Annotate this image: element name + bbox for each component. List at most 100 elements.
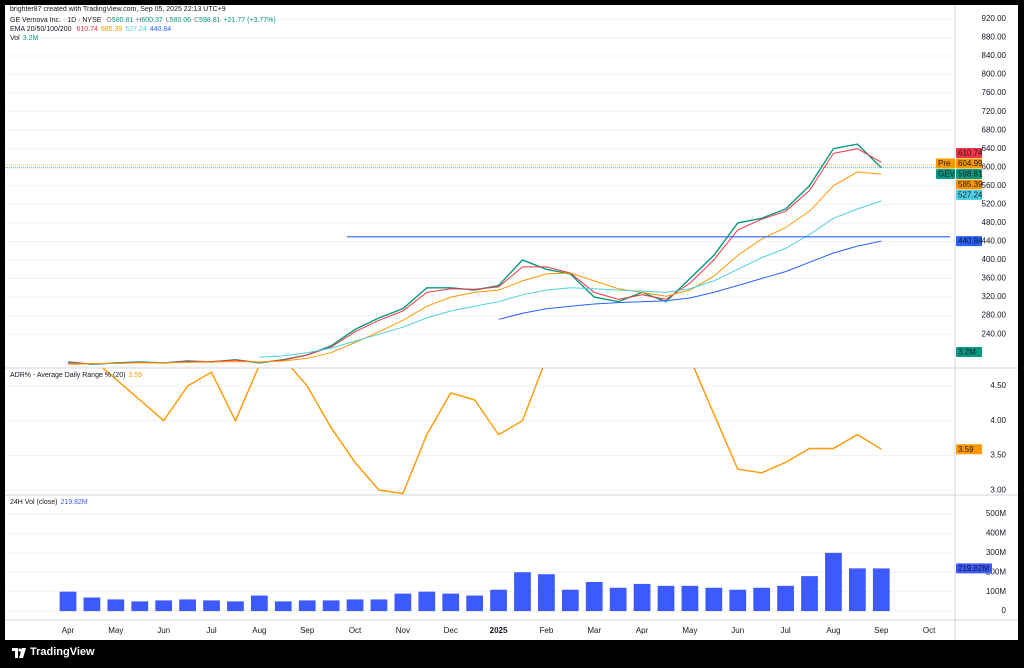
y-tick-label: 320.00 [982, 292, 1007, 301]
y-tick-label: 880.00 [982, 33, 1007, 42]
x-tick-label: Nov [396, 626, 410, 635]
volume-bar [753, 587, 771, 612]
vol-badge-bg [956, 347, 982, 357]
price-badge: 585.39 [958, 180, 983, 189]
ema-label: EMA 20/50/100/200 [10, 26, 72, 33]
pane [5, 18, 955, 366]
y-tick-label: 100M [986, 587, 1006, 596]
volume-bar [609, 587, 627, 612]
y-tick-label: 480.00 [982, 218, 1007, 227]
price-badge-bg [956, 179, 982, 190]
volume-bar [490, 589, 507, 612]
y-tick-label: 440.00 [982, 237, 1007, 246]
volume-bar [418, 591, 436, 612]
y-tick-label: 240.00 [982, 329, 1007, 338]
badge-tag: GEV [938, 170, 956, 179]
price-badge-bg [956, 158, 982, 169]
ema-legend: EMA 20/50/100/200 610.74 585.39 527.24 440.… [10, 26, 174, 33]
y-tick-label: 920.00 [982, 14, 1007, 23]
volume-bar [801, 576, 818, 612]
x-tick-label: Oct [923, 626, 936, 635]
y-tick-label: 760.00 [982, 88, 1007, 97]
volume-bar [394, 593, 412, 612]
volume-bar [83, 597, 101, 612]
x-tick-label: Jul [206, 626, 216, 635]
volume-bar [729, 589, 747, 612]
y-tick-label: 300M [986, 548, 1006, 557]
y-tick-label: 4.00 [990, 416, 1006, 425]
volume-bar [681, 585, 699, 612]
logo: TradingView [30, 646, 95, 658]
ohlc-label: L [165, 17, 170, 24]
y-tick-label: 400.00 [982, 255, 1007, 264]
x-tick-label: Sep [300, 626, 315, 635]
vol-legend: Vol 3.2M [10, 35, 41, 42]
price-badge: 610.74 [958, 149, 983, 158]
volume-bar [538, 574, 555, 612]
price-badge-bg [956, 236, 982, 247]
volume-bar [298, 600, 316, 612]
ohlc-value: 580.81 [111, 17, 134, 24]
indicator-line [67, 148, 882, 365]
adr-value: 3.59 [128, 372, 143, 379]
badge-tag-bg [936, 169, 955, 180]
y-tick-label: 560.00 [982, 181, 1007, 190]
adr-legend: ADR% - Average Daily Range % (20) 3.59 [10, 372, 145, 379]
vol-value: 3.2M [22, 35, 39, 42]
volume-bar [442, 593, 460, 612]
volume-bar [370, 599, 388, 612]
x-tick-label: Apr [62, 626, 75, 635]
price-badge: 598.81 [958, 170, 983, 179]
volume-bar [633, 583, 651, 612]
ohlc-label: H [136, 17, 142, 24]
x-tick-label: Jun [731, 626, 744, 635]
ohlc-label: C [194, 17, 200, 24]
volume-bar [322, 600, 340, 612]
volume-bar [274, 601, 292, 612]
indicator-line [67, 171, 882, 365]
volume-bar [179, 599, 196, 612]
y-tick-label: 500M [986, 509, 1006, 518]
price-badge: 440.84 [958, 237, 983, 246]
volume-bar [227, 601, 244, 612]
adr-badge: 3.59 [958, 445, 974, 454]
x-tick-label: Aug [252, 626, 266, 635]
price-badge: 527.24 [958, 191, 983, 200]
x-tick-label: Sep [874, 626, 889, 635]
badge-tag-bg [936, 158, 955, 169]
volume-bar [131, 601, 149, 612]
volume-bar [250, 595, 268, 612]
x-tick-label: Mar [587, 626, 601, 635]
volume-bar [585, 581, 603, 612]
volume-value: 219.82M [60, 499, 88, 506]
indicator-line [498, 240, 882, 320]
y-tick-label: 640.00 [982, 144, 1007, 153]
y-tick-label: 720.00 [982, 107, 1007, 116]
volume-bar [561, 589, 579, 612]
volume-bar [777, 585, 794, 612]
ohlc-label: O [106, 17, 112, 24]
volume-legend: 24H Vol (close) 219.82M [10, 499, 91, 506]
volume-title: 24H Vol (close) [10, 499, 58, 506]
y-tick-label: 680.00 [982, 125, 1007, 134]
x-tick-label: May [682, 626, 697, 635]
x-tick-label: Oct [349, 626, 362, 635]
x-tick-label: Dec [444, 626, 458, 635]
x-tick-label: Jun [157, 626, 170, 635]
y-tick-label: 600.00 [982, 162, 1007, 171]
symbol-legend: GE Vernova Inc. · 1D · NYSE O580.81 H600.… [10, 17, 279, 24]
volume-bar [203, 600, 220, 612]
logo-mark [12, 648, 26, 658]
x-tick-label: Apr [636, 626, 649, 635]
vol-badge: 3.2M [958, 348, 976, 357]
indicator-line [101, 368, 882, 495]
volume-bar [657, 585, 675, 612]
volume-bar [155, 600, 173, 612]
y-tick-label: 520.00 [982, 199, 1007, 208]
volume-bar [346, 599, 364, 612]
x-tick-label: Aug [826, 626, 840, 635]
volume-bar [59, 591, 77, 612]
price-badge-bg [956, 169, 982, 180]
y-tick-label: 200M [986, 567, 1006, 576]
